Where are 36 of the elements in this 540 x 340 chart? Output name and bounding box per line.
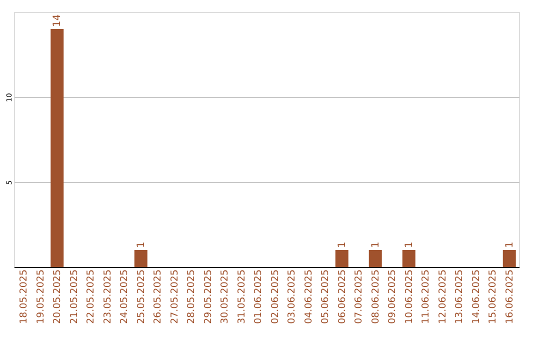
x-tick-label: 05.06.2025 <box>320 270 332 324</box>
x-tick-label: 21.05.2025 <box>68 270 80 324</box>
data-label: 1 <box>370 242 382 248</box>
x-tick-label: 11.06.2025 <box>420 270 432 324</box>
x-tick-label: 13.06.2025 <box>454 270 466 324</box>
data-label: 1 <box>404 242 415 248</box>
x-tick-label: 03.06.2025 <box>286 270 298 324</box>
x-tick-label: 24.05.2025 <box>119 270 130 324</box>
x-tick-label: 22.05.2025 <box>86 270 97 324</box>
data-label: 1 <box>336 242 348 248</box>
x-tick-label: 08.06.2025 <box>370 270 382 324</box>
x-tick-label: 19.05.2025 <box>35 270 46 324</box>
x-tick-label: 27.05.2025 <box>169 270 180 324</box>
x-tick-label: 04.06.2025 <box>303 270 314 324</box>
x-tick-label: 02.06.2025 <box>270 270 281 324</box>
x-tick-label: 15.06.2025 <box>488 270 499 324</box>
x-tick-label: 23.05.2025 <box>102 270 114 324</box>
x-tick-label: 25.05.2025 <box>136 270 147 324</box>
x-tick-label: 12.06.2025 <box>437 270 448 324</box>
x-tick-label: 01.06.2025 <box>253 270 264 324</box>
x-tick-label: 31.05.2025 <box>236 270 248 324</box>
data-label: 14 <box>52 14 64 27</box>
data-label: 1 <box>504 242 516 248</box>
x-tick-label: 06.06.2025 <box>336 270 348 324</box>
x-tick-label: 30.05.2025 <box>220 270 231 324</box>
x-tick-label: 18.05.2025 <box>18 270 30 324</box>
x-tick-label: 20.05.2025 <box>52 270 64 324</box>
x-tick-label: 09.06.2025 <box>387 270 398 324</box>
x-tick-label: 14.06.2025 <box>470 270 482 324</box>
x-tick-label: 07.06.2025 <box>354 270 365 324</box>
x-tick-label: 10.06.2025 <box>404 270 415 324</box>
x-tick-label: 29.05.2025 <box>202 270 214 324</box>
x-tick-label: 16.06.2025 <box>504 270 516 324</box>
x-tick-label: 28.05.2025 <box>186 270 198 324</box>
data-label: 1 <box>136 242 147 248</box>
x-tick-label: 26.05.2025 <box>152 270 164 324</box>
